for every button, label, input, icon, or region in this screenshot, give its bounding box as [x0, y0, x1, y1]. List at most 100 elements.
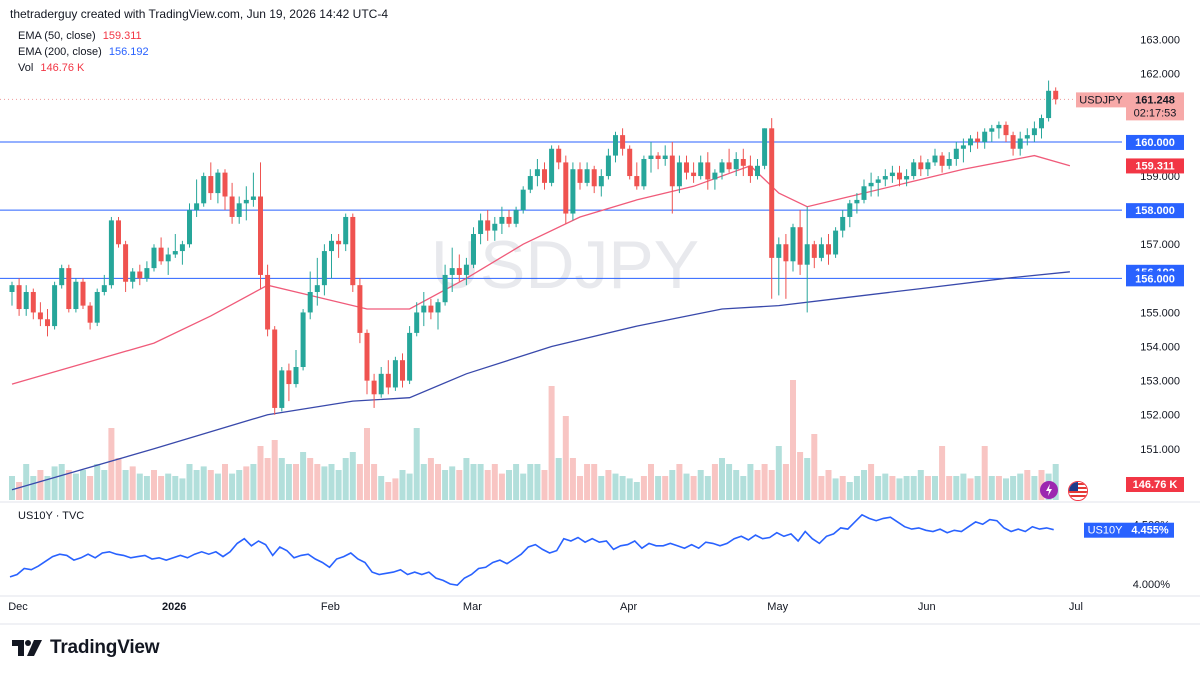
volume-bar [278, 458, 285, 500]
candle [882, 176, 888, 180]
x-tick-label: Jul [1069, 601, 1083, 613]
volume-bar [626, 478, 633, 500]
candle [897, 172, 902, 180]
candle [357, 285, 363, 333]
candle [755, 165, 760, 177]
candle [265, 274, 271, 330]
volume-bar [456, 470, 463, 500]
volume-bar [356, 464, 363, 500]
subchart-legend[interactable]: US10Y · TVC [18, 510, 85, 522]
candle [1010, 135, 1016, 149]
x-tick-label: Apr [620, 601, 637, 613]
candle [620, 135, 626, 149]
volume-bar [186, 464, 193, 500]
volume-bar [193, 470, 200, 500]
volume-bar [619, 476, 626, 500]
candle [485, 220, 491, 231]
volume-bar [200, 466, 207, 500]
candle [243, 199, 249, 204]
candle [726, 162, 732, 170]
price-label: 160.000 [1135, 137, 1175, 149]
volume-bar [768, 470, 775, 500]
volume-bar [868, 464, 875, 500]
candle [449, 268, 455, 275]
candle [968, 138, 973, 146]
volume-bar [58, 464, 65, 500]
volume-bar [229, 473, 236, 500]
volume-bar [122, 470, 129, 500]
volume-bar [470, 464, 477, 500]
volume-bar [797, 452, 804, 500]
candle [513, 210, 519, 224]
volume-bar [506, 470, 512, 500]
candle [953, 148, 959, 159]
volume-bar [87, 476, 94, 500]
y-tick-label: 154.000 [1140, 342, 1180, 354]
candle [655, 155, 661, 159]
volume-bar [314, 464, 321, 500]
volume-bar [917, 470, 924, 500]
candle [172, 251, 178, 255]
candle [669, 155, 675, 187]
legend-volume[interactable]: Vol 146.76 K [18, 62, 84, 74]
legend-ema200[interactable]: EMA (200, close) 156.192 [18, 46, 149, 58]
symbol-label: USDJPY [1079, 94, 1123, 106]
volume-bar [236, 470, 243, 500]
volume-bar [903, 476, 910, 500]
price-label: 159.311 [1135, 160, 1174, 172]
candle [733, 158, 739, 170]
volume-bar [676, 464, 683, 500]
candle [165, 254, 171, 262]
candle [229, 196, 235, 217]
volume-bar [449, 466, 456, 500]
candle [740, 158, 746, 166]
candle [37, 312, 43, 320]
candle [45, 319, 50, 327]
candle [1017, 138, 1023, 149]
candle [797, 227, 803, 265]
volume-bar [16, 482, 23, 500]
volume-bar [392, 478, 399, 500]
candle [116, 220, 121, 245]
candle [378, 373, 384, 395]
candle [854, 199, 860, 204]
lightning-icon[interactable] [1040, 481, 1058, 499]
candle [407, 332, 413, 381]
volume-bar [967, 478, 974, 500]
last-price-label: 161.248 [1135, 94, 1175, 106]
candle [471, 234, 476, 265]
legend-ema50[interactable]: EMA (50, close) 159.311 [18, 30, 142, 42]
volume-bar [328, 464, 335, 500]
candle [826, 244, 831, 255]
volume-bar [726, 464, 733, 500]
y-tick-label: 157.000 [1140, 239, 1180, 251]
footer-brand[interactable]: TradingView [12, 636, 160, 660]
candle [840, 216, 846, 231]
volume-bar [399, 470, 406, 500]
candle [314, 285, 320, 292]
candle [911, 162, 917, 177]
price-label: 156.000 [1135, 273, 1175, 285]
volume-bar [385, 482, 392, 500]
volume-bar [853, 476, 860, 500]
candle [151, 247, 157, 269]
price-label-bg [1126, 158, 1184, 174]
volume-bar [719, 458, 725, 500]
volume-bar [435, 464, 441, 500]
volume-bar [960, 473, 967, 500]
candle [549, 148, 555, 183]
tradingview-logo-icon [12, 640, 42, 656]
us10y-value-label: 4.455% [1131, 525, 1169, 537]
volume-bar [371, 464, 378, 500]
volume-bar [264, 458, 271, 500]
us-flag-icon[interactable] [1068, 481, 1088, 501]
candle [421, 305, 427, 313]
candle [492, 223, 498, 231]
price-label-bg [1126, 134, 1184, 150]
ema50-line [11, 154, 1071, 385]
volume-bar [740, 476, 747, 500]
volume-bar [172, 476, 179, 500]
volume-bar [889, 476, 896, 500]
volume-bar [214, 473, 221, 500]
